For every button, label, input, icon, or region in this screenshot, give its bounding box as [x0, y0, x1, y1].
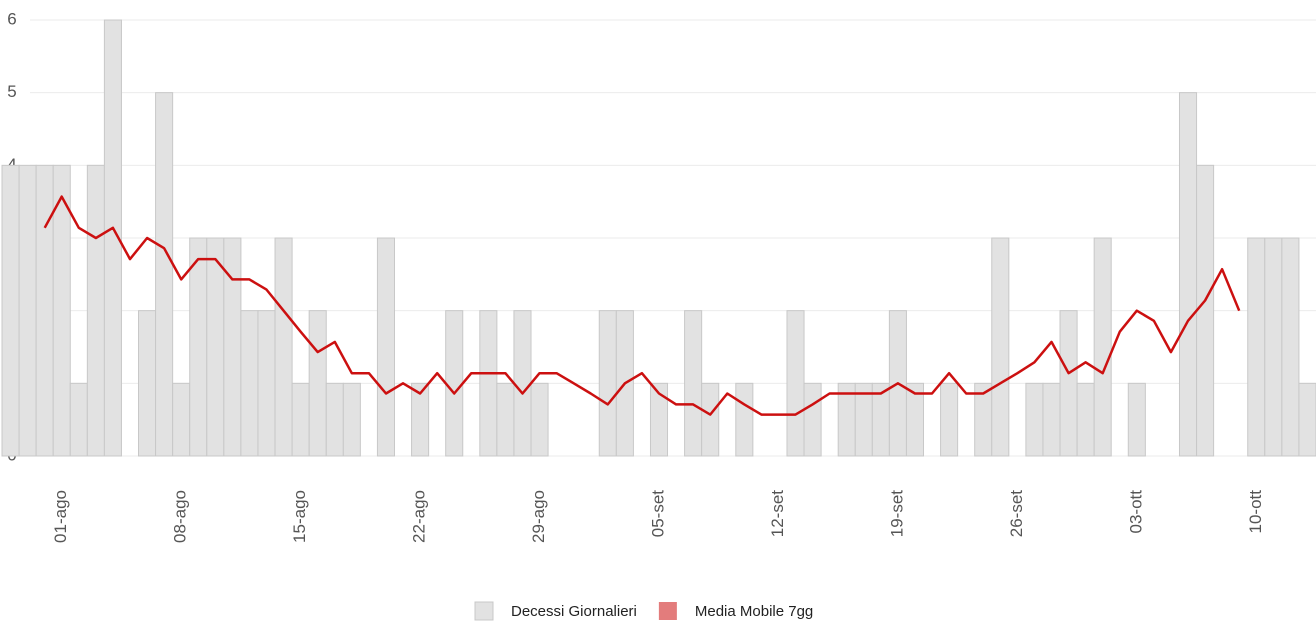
x-tick-label: 29-ago: [529, 490, 548, 543]
bar: [342, 382, 361, 457]
x-tick-label: 12-set: [768, 490, 787, 538]
y-tick-label: 5: [7, 82, 16, 101]
bar: [69, 382, 88, 457]
bar: [411, 382, 430, 457]
x-tick-label: 10-ott: [1246, 490, 1265, 534]
bar: [1059, 310, 1078, 457]
bar: [598, 310, 617, 457]
bar: [172, 382, 191, 457]
bar: [52, 164, 71, 457]
bar: [103, 19, 122, 457]
bar: [1178, 92, 1198, 457]
bar: [325, 382, 344, 457]
x-tick-label: 08-ago: [171, 490, 190, 543]
bar: [496, 382, 515, 457]
bar: [940, 382, 959, 457]
bar: [1076, 382, 1095, 457]
bar: [991, 237, 1010, 457]
bar: [1298, 382, 1316, 457]
x-tick-label: 05-set: [648, 490, 667, 538]
bar: [257, 310, 276, 457]
x-tick-label: 15-ago: [290, 490, 309, 543]
bar: [86, 164, 105, 457]
bar: [684, 310, 703, 457]
bar: [445, 310, 464, 457]
x-tick-label: 19-set: [887, 490, 906, 538]
bar: [1025, 382, 1044, 457]
bar: [291, 382, 310, 457]
bar: [1281, 237, 1300, 457]
bar: [376, 237, 395, 457]
x-tick-label: 22-ago: [410, 490, 429, 543]
bar: [240, 310, 259, 457]
legend-label: Decessi Giornalieri: [511, 603, 637, 620]
y-tick-label: 4: [7, 155, 16, 174]
bar: [1196, 164, 1215, 457]
legend-swatch: [474, 601, 494, 621]
bar: [803, 382, 822, 457]
y-tick-label: 6: [7, 9, 16, 28]
bar: [138, 310, 157, 457]
bar: [1093, 237, 1112, 457]
legend: Decessi Giornalieri Media Mobile 7gg: [474, 601, 813, 621]
bar: [735, 382, 754, 457]
bar: [530, 382, 549, 457]
x-tick-label: 01-ago: [51, 490, 70, 543]
moving-average-line: [43, 195, 1241, 416]
bar: [905, 382, 925, 457]
bar: [1127, 382, 1146, 457]
bar: [1247, 237, 1266, 457]
bar: [701, 382, 720, 457]
bar: [189, 237, 208, 457]
bar: [18, 164, 37, 457]
bar: [308, 310, 327, 457]
bar: [649, 382, 669, 457]
x-tick-label: 03-ott: [1126, 490, 1145, 534]
bar: [786, 310, 805, 457]
legend-label: Media Mobile 7gg: [695, 603, 813, 620]
bar: [35, 164, 54, 457]
legend-swatch: [658, 602, 677, 620]
bar: [1, 164, 20, 457]
bar: [206, 237, 225, 457]
x-tick-label: 26-set: [1007, 490, 1026, 538]
bar: [479, 310, 498, 457]
bar: [155, 92, 174, 457]
bar: [1042, 382, 1061, 457]
bar: [1264, 237, 1283, 457]
bar: [513, 310, 532, 457]
bar: [274, 237, 293, 457]
